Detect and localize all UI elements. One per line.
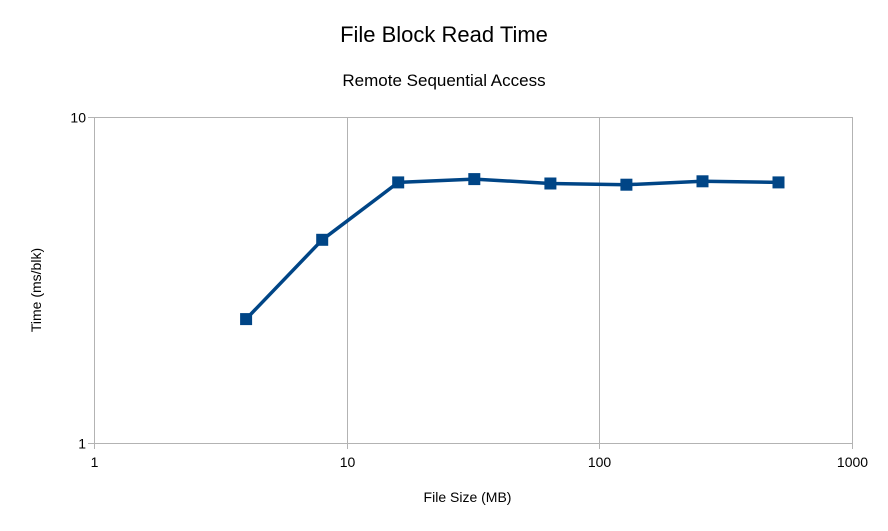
series-line: [244, 177, 779, 321]
y-axis-label: Time (ms/blk): [28, 247, 44, 333]
data-point-marker: [468, 173, 481, 186]
data-point-marker: [772, 176, 785, 189]
plot-frame: [94, 117, 853, 444]
x-tick-label: 10: [340, 454, 356, 470]
chart-subtitle: Remote Sequential Access: [342, 71, 546, 90]
data-point-marker: [696, 175, 709, 188]
data-point-marker: [316, 233, 329, 246]
data-point-marker: [392, 176, 405, 189]
x-axis-label: File Size (MB): [423, 489, 512, 505]
chart-title: File Block Read Time: [340, 22, 548, 47]
data-point-marker: [544, 177, 557, 190]
x-tick-label: 100: [588, 454, 612, 470]
y-tick-label: 10: [70, 110, 86, 126]
data-point-marker: [240, 313, 253, 326]
y-tick-label: 1: [78, 436, 86, 452]
data-point-marker: [620, 178, 633, 191]
x-tick-label: 1000: [837, 454, 868, 470]
x-tick-label: 1: [91, 454, 99, 470]
